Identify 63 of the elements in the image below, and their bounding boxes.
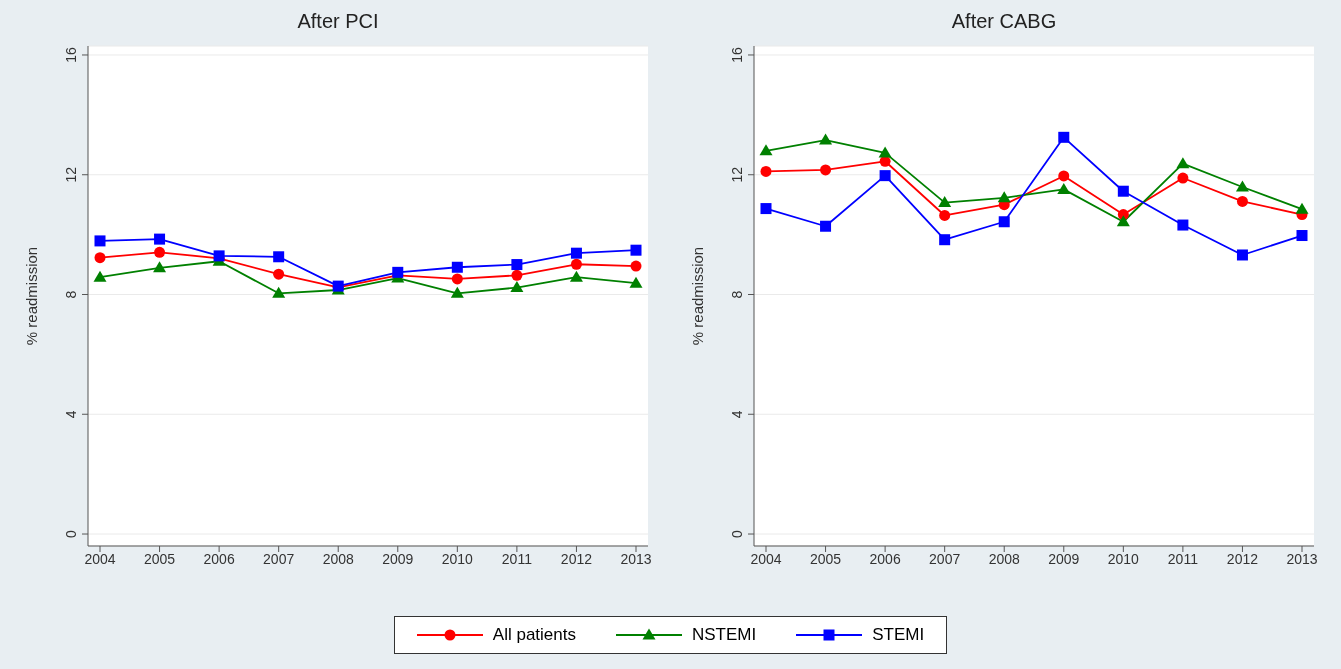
point xyxy=(1057,182,1071,194)
point xyxy=(1236,249,1248,261)
point xyxy=(939,209,951,221)
y-tick-label: 8 xyxy=(729,290,745,299)
point xyxy=(1235,180,1249,192)
point xyxy=(819,133,833,145)
y-tick-label: 8 xyxy=(63,290,79,299)
x-tick-label: 2004 xyxy=(750,550,782,567)
point xyxy=(759,144,773,156)
x-tick-label: 2011 xyxy=(1167,550,1199,567)
point xyxy=(1116,215,1130,227)
y-tick-label: 0 xyxy=(729,529,745,538)
legend-label: STEMI xyxy=(872,625,925,645)
y-axis-title: % readmission xyxy=(689,246,707,346)
x-tick-label: 2005 xyxy=(143,550,176,567)
point xyxy=(1236,195,1248,207)
x-tick-label: 2013 xyxy=(620,550,652,567)
y-tick-label: 4 xyxy=(63,410,79,419)
x-tick-label: 2013 xyxy=(1286,550,1318,567)
point xyxy=(878,146,892,158)
x-tick-label: 2006 xyxy=(869,550,901,567)
x-tick-label: 2008 xyxy=(988,550,1020,567)
point xyxy=(760,165,772,177)
point xyxy=(1117,185,1129,197)
point xyxy=(820,220,832,232)
legend-label: NSTEMI xyxy=(691,625,757,645)
point xyxy=(938,196,952,208)
legend-label: All patients xyxy=(492,625,576,645)
x-tick-label: 2011 xyxy=(501,550,533,567)
point xyxy=(997,191,1011,203)
point xyxy=(1177,172,1189,184)
x-tick-label: 2008 xyxy=(322,550,354,567)
x-tick-label: 2009 xyxy=(382,550,414,567)
chart-title: After PCI xyxy=(296,10,380,34)
point xyxy=(1176,157,1190,169)
y-tick-label: 0 xyxy=(63,529,79,538)
y-tick-label: 16 xyxy=(63,46,79,63)
chart-title: After CABG xyxy=(950,10,1058,34)
y-axis-title: % readmission xyxy=(23,246,41,346)
point xyxy=(1177,219,1189,231)
point xyxy=(939,234,951,246)
x-tick-label: 2012 xyxy=(560,550,593,567)
point xyxy=(879,170,891,182)
point xyxy=(1295,202,1309,214)
x-tick-label: 2010 xyxy=(1107,550,1140,567)
x-tick-label: 2006 xyxy=(203,550,235,567)
point xyxy=(1058,170,1070,182)
x-tick-label: 2005 xyxy=(809,550,842,567)
point xyxy=(998,216,1010,228)
x-tick-label: 2007 xyxy=(929,550,961,567)
point xyxy=(760,203,772,215)
y-tick-label: 4 xyxy=(729,410,745,419)
x-tick-label: 2004 xyxy=(84,550,116,567)
y-tick-label: 12 xyxy=(63,166,79,183)
x-tick-label: 2012 xyxy=(1226,550,1259,567)
y-tick-label: 16 xyxy=(729,46,745,63)
y-tick-label: 12 xyxy=(729,166,745,183)
point xyxy=(1296,230,1308,242)
point xyxy=(820,164,832,176)
x-tick-label: 2009 xyxy=(1048,550,1080,567)
point xyxy=(1058,131,1070,143)
x-tick-label: 2010 xyxy=(441,550,474,567)
x-tick-label: 2007 xyxy=(263,550,295,567)
